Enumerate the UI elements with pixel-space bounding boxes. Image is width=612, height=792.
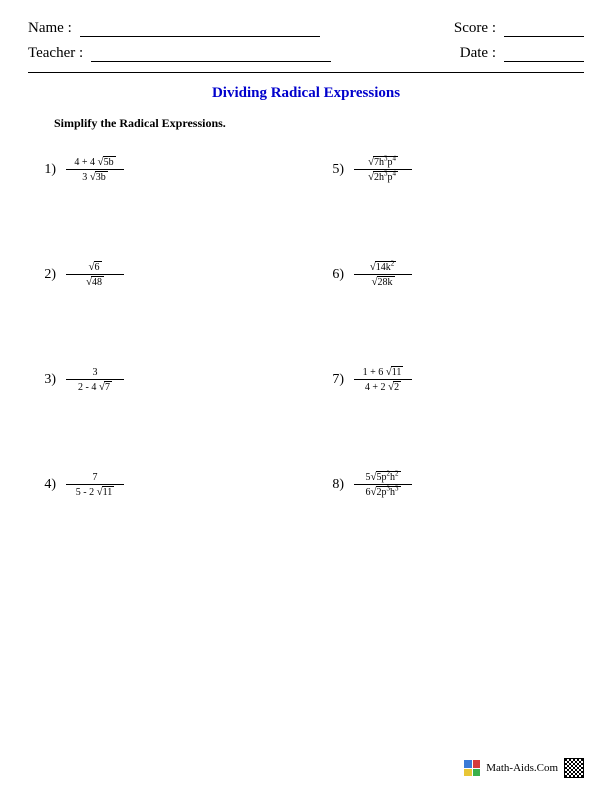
problem: 7)1 + 6 √114 + 2 √2 [316, 365, 584, 394]
problem-number: 8) [316, 477, 354, 493]
score-field-group: Score : [454, 20, 584, 37]
problem-expression: √14k2√28k [354, 260, 412, 289]
problem-expression: 32 - 4 √7 [66, 366, 124, 394]
denominator: 3 √3b [78, 170, 112, 184]
numerator: 7 [89, 471, 102, 484]
header-divider [28, 72, 584, 73]
name-line [80, 22, 320, 37]
numerator: 1 + 6 √11 [359, 365, 408, 379]
problem-expression: √6√48 [66, 260, 124, 289]
problem-expression: 5√5p2h26√2p3h3 [354, 470, 412, 499]
denominator: 5 - 2 √11 [72, 485, 119, 499]
problem: 2)√6√48 [28, 260, 296, 289]
date-line [504, 47, 584, 62]
problem-expression: 4 + 4 √5b3 √3b [66, 155, 124, 184]
problem: 1)4 + 4 √5b3 √3b [28, 155, 296, 184]
footer-site: Math-Aids.Com [486, 762, 558, 774]
date-field-group: Date : [460, 45, 584, 62]
score-line [504, 22, 584, 37]
header-row-1: Name : Score : [28, 20, 584, 37]
problem-expression: 75 - 2 √11 [66, 471, 124, 499]
teacher-label: Teacher : [28, 45, 83, 62]
problem-expression: √7h3p4√2h3p4 [354, 155, 412, 184]
problem-number: 2) [28, 267, 66, 283]
problem-number: 7) [316, 372, 354, 388]
qr-icon [564, 758, 584, 778]
numerator: √6 [84, 260, 105, 274]
worksheet-title: Dividing Radical Expressions [28, 85, 584, 102]
header-row-2: Teacher : Date : [28, 45, 584, 62]
score-label: Score : [454, 20, 496, 37]
problem-expression: 1 + 6 √114 + 2 √2 [354, 365, 412, 394]
date-label: Date : [460, 45, 496, 62]
problem-number: 3) [28, 372, 66, 388]
numerator: 5√5p2h2 [361, 470, 404, 484]
problem: 6)√14k2√28k [316, 260, 584, 289]
teacher-line [91, 47, 331, 62]
problem: 3)32 - 4 √7 [28, 365, 296, 394]
denominator: √2h3p4 [364, 170, 402, 184]
problem: 4)75 - 2 √11 [28, 470, 296, 499]
problem: 5)√7h3p4√2h3p4 [316, 155, 584, 184]
problem-number: 1) [28, 162, 66, 178]
numerator: √14k2 [366, 260, 401, 274]
denominator: √28k [367, 275, 398, 289]
problem: 8)5√5p2h26√2p3h3 [316, 470, 584, 499]
footer: Math-Aids.Com [464, 758, 584, 778]
problems-grid: 1)4 + 4 √5b3 √3b5)√7h3p4√2h3p42)√6√486)√… [28, 155, 584, 499]
problem-number: 6) [316, 267, 354, 283]
instruction-text: Simplify the Radical Expressions. [54, 116, 584, 131]
numerator: 4 + 4 √5b [70, 155, 119, 169]
name-field-group: Name : [28, 20, 320, 37]
numerator: 3 [89, 366, 102, 379]
denominator: 6√2p3h3 [361, 485, 404, 499]
problem-number: 4) [28, 477, 66, 493]
denominator: √48 [82, 275, 108, 289]
problem-number: 5) [316, 162, 354, 178]
numerator: √7h3p4 [364, 155, 402, 169]
name-label: Name : [28, 20, 72, 37]
footer-icon [464, 760, 480, 776]
denominator: 4 + 2 √2 [361, 380, 405, 394]
denominator: 2 - 4 √7 [74, 380, 116, 394]
teacher-field-group: Teacher : [28, 45, 331, 62]
